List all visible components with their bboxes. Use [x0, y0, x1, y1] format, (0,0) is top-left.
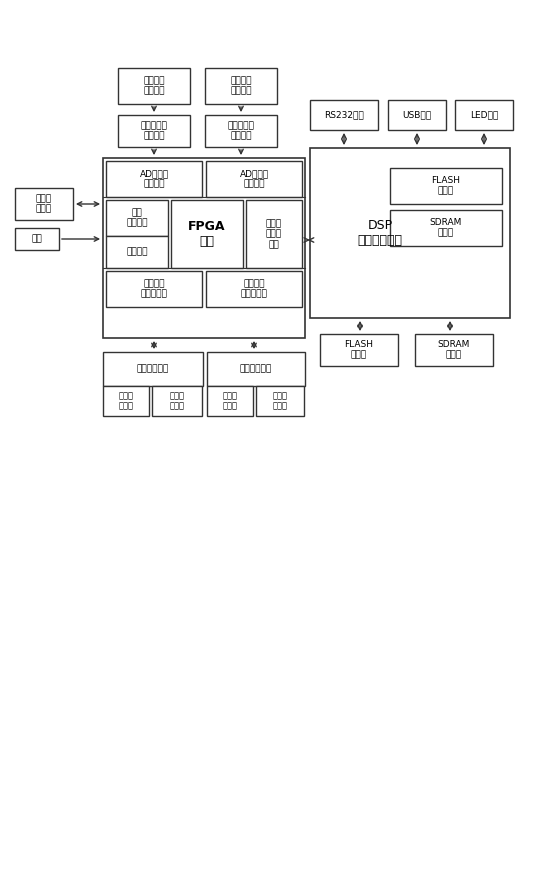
- Bar: [118, 68, 190, 104]
- Bar: [390, 168, 502, 204]
- Bar: [246, 200, 302, 268]
- Text: RS232串口: RS232串口: [324, 110, 364, 119]
- Text: 网口控制
及存储模块: 网口控制 及存储模块: [140, 280, 167, 299]
- Bar: [152, 386, 202, 416]
- Bar: [390, 210, 502, 246]
- Bar: [103, 158, 305, 338]
- Bar: [310, 100, 378, 130]
- Text: 数据控
制中心
模块: 数据控 制中心 模块: [266, 219, 282, 249]
- Text: AD控制及
存储模块: AD控制及 存储模块: [240, 169, 269, 189]
- Text: USB接口: USB接口: [403, 110, 431, 119]
- Bar: [205, 68, 277, 104]
- Text: FPGA
模块: FPGA 模块: [188, 220, 226, 248]
- Bar: [118, 115, 190, 147]
- Text: 高精度数据
采集模块: 高精度数据 采集模块: [228, 122, 255, 141]
- Bar: [206, 161, 302, 197]
- Bar: [388, 100, 446, 130]
- Bar: [106, 200, 168, 236]
- Text: 模拟信号
调理模块: 模拟信号 调理模块: [143, 77, 165, 96]
- Text: 键盘: 键盘: [32, 235, 42, 243]
- Text: FLASH
内存卡: FLASH 内存卡: [345, 340, 374, 360]
- Bar: [15, 188, 73, 220]
- Bar: [415, 334, 493, 366]
- Bar: [455, 100, 513, 130]
- Text: 电以太
网端口: 电以太 网端口: [272, 392, 287, 411]
- Bar: [205, 115, 277, 147]
- Bar: [15, 228, 59, 250]
- Bar: [103, 352, 203, 386]
- Text: 网口控制
及存储模块: 网口控制 及存储模块: [241, 280, 267, 299]
- Bar: [171, 200, 243, 268]
- Bar: [106, 161, 202, 197]
- Bar: [207, 386, 253, 416]
- Text: AD控制及
存储模块: AD控制及 存储模块: [139, 169, 168, 189]
- Text: SDRAM
内存卡: SDRAM 内存卡: [438, 340, 470, 360]
- Text: 光以太
网端口: 光以太 网端口: [222, 392, 237, 411]
- Bar: [103, 386, 149, 416]
- Text: 高精度数据
采集模块: 高精度数据 采集模块: [140, 122, 167, 141]
- Bar: [320, 334, 398, 366]
- Bar: [106, 236, 168, 268]
- Text: 电以太
网端口: 电以太 网端口: [169, 392, 184, 411]
- Text: 模拟信号
调理模块: 模拟信号 调理模块: [230, 77, 252, 96]
- Bar: [106, 271, 202, 307]
- Text: 充电同
步接口: 充电同 步接口: [36, 194, 52, 213]
- Text: 光以太
网端口: 光以太 网端口: [118, 392, 133, 411]
- Text: LED显示: LED显示: [470, 110, 498, 119]
- Text: 同步
控制模块: 同步 控制模块: [126, 208, 148, 228]
- Text: FLASH
内存卡: FLASH 内存卡: [431, 176, 460, 196]
- Text: 网络接口模块: 网络接口模块: [240, 364, 272, 373]
- Bar: [206, 271, 302, 307]
- Text: 网络接口模块: 网络接口模块: [137, 364, 169, 373]
- Bar: [256, 386, 304, 416]
- Text: 键盘模块: 键盘模块: [126, 248, 148, 257]
- Bar: [310, 148, 510, 318]
- Bar: [207, 352, 305, 386]
- Text: DSP
数字信号处理: DSP 数字信号处理: [358, 219, 403, 247]
- Text: SDRAM
内存卡: SDRAM 内存卡: [430, 219, 462, 238]
